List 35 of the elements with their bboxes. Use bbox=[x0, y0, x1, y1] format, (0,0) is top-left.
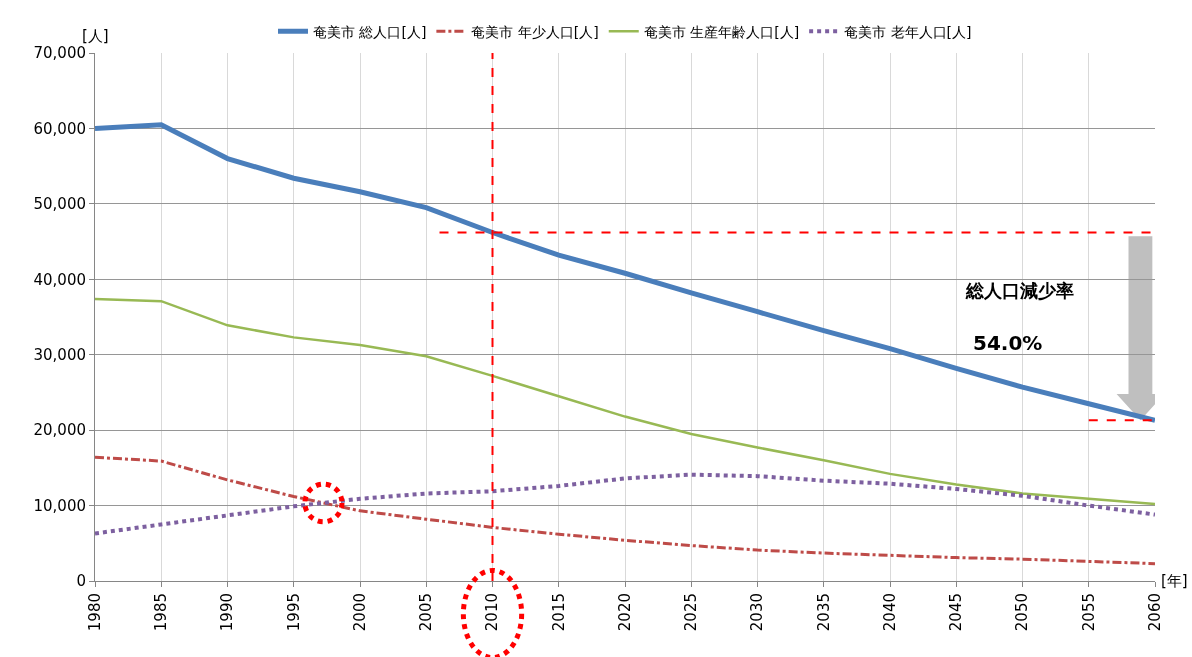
x-tick-label: 2030 bbox=[748, 593, 767, 632]
x-tick-label: 1995 bbox=[284, 593, 303, 632]
y-tick-label: 60,000 bbox=[33, 119, 86, 138]
legend-label: 奄美市 年少人口[人] bbox=[471, 23, 599, 40]
annotation: 54.0% bbox=[973, 331, 1043, 355]
x-tick-label: 2055 bbox=[1079, 593, 1098, 632]
x-tick-label: 2060 bbox=[1145, 593, 1164, 632]
x-tick-label: 2025 bbox=[682, 593, 701, 632]
y-tick-label: 40,000 bbox=[33, 270, 86, 289]
y-tick-label: 20,000 bbox=[33, 421, 86, 440]
x-tick-label: 2015 bbox=[549, 593, 568, 632]
y-axis-title: [人] bbox=[82, 27, 109, 45]
legend-label: 奄美市 生産年齢人口[人] bbox=[643, 23, 800, 40]
x-tick-label: 2010 bbox=[483, 593, 502, 632]
y-tick-label: 70,000 bbox=[33, 44, 86, 63]
legend-label: 奄美市 老年人口[人] bbox=[844, 23, 972, 40]
x-tick-label: 2050 bbox=[1013, 593, 1032, 632]
x-tick-label: 2045 bbox=[947, 593, 966, 632]
x-axis-title: [年] bbox=[1161, 572, 1188, 590]
line-series bbox=[95, 472, 1155, 536]
legend-label: 奄美市 総人口[人] bbox=[313, 23, 427, 40]
x-tick-label: 2020 bbox=[615, 593, 634, 632]
y-tick-label: 0 bbox=[76, 572, 86, 591]
x-tick-label: 1990 bbox=[218, 593, 237, 632]
line-series bbox=[95, 455, 1155, 566]
x-tick-label: 2005 bbox=[417, 593, 436, 632]
x-tick-label: 1985 bbox=[152, 593, 171, 632]
y-tick-label: 50,000 bbox=[33, 195, 86, 214]
x-tick-label: 2000 bbox=[350, 593, 369, 632]
x-tick-label: 2035 bbox=[814, 593, 833, 632]
x-tick-label: 2040 bbox=[880, 593, 899, 632]
y-tick-label: 10,000 bbox=[33, 496, 86, 515]
y-tick-label: 30,000 bbox=[33, 345, 86, 364]
annotation: 総人口減少率 bbox=[965, 280, 1074, 301]
x-tick-label: 1980 bbox=[85, 593, 104, 632]
